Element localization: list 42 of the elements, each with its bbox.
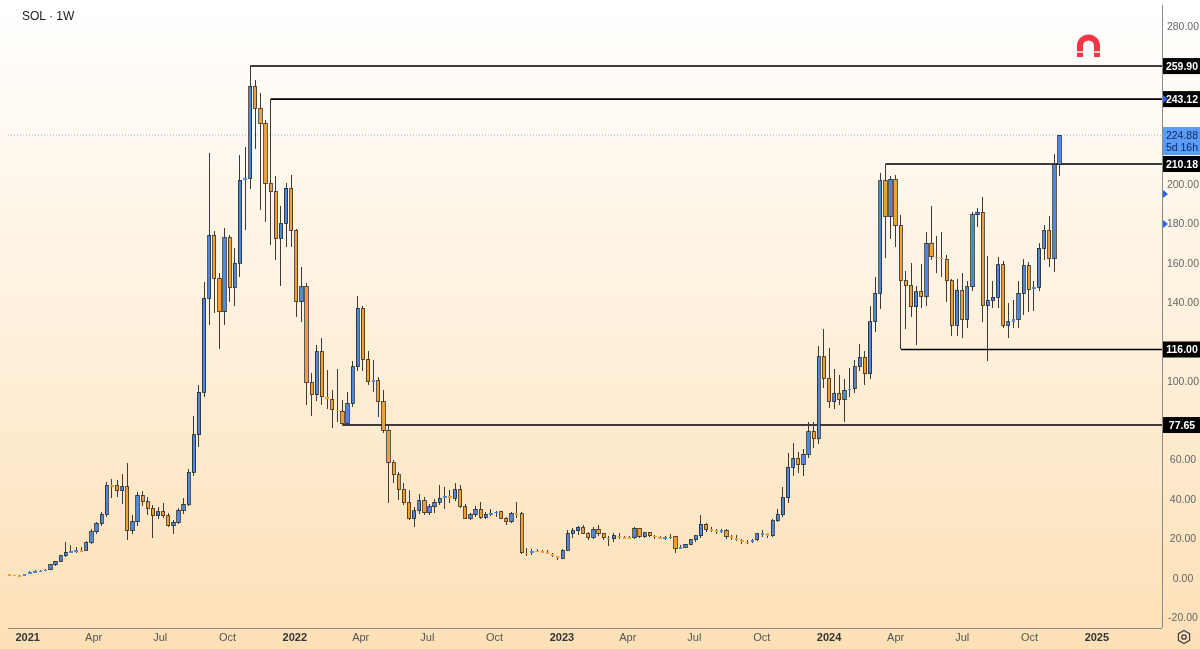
- x-tick-label: Jul: [153, 631, 168, 643]
- x-tick-label: Oct: [1020, 631, 1039, 643]
- y-tick-label: 140.00: [1166, 295, 1200, 308]
- ref-line-label: 259.90: [1165, 59, 1199, 72]
- ref-line-label: 210.18: [1165, 157, 1199, 170]
- ref-line-label: 224.88: [1165, 128, 1199, 141]
- candlestick: [663, 535, 667, 541]
- y-tick-label: 200.00: [1166, 177, 1200, 190]
- x-tick-label: 2021: [15, 631, 40, 643]
- x-tick-label: 2025: [1084, 631, 1110, 643]
- y-tick-label: 100.00: [1166, 374, 1200, 387]
- y-tick-label: 280.00: [1166, 20, 1200, 33]
- y-tick-label: 160.00: [1166, 256, 1200, 269]
- ref-line-label: 116.00: [1166, 343, 1198, 356]
- x-tick-label: Apr: [887, 631, 905, 643]
- ref-line-label: 243.12: [1165, 92, 1199, 105]
- x-tick-label: Apr: [352, 631, 370, 643]
- x-tick-label: Apr: [85, 631, 103, 643]
- candlestick: [530, 548, 534, 556]
- candlestick: [740, 538, 744, 544]
- x-tick-label: Oct: [753, 631, 771, 643]
- text: 5d 16h: [1165, 140, 1199, 153]
- x-tick-label: Oct: [218, 631, 237, 643]
- y-tick-label: 60.00: [1169, 453, 1197, 466]
- ref-line-label: 77.65: [1168, 418, 1196, 431]
- x-tick-label: Jul: [687, 631, 702, 643]
- y-tick-label: 180.00: [1166, 217, 1200, 230]
- y-tick-label: 40.00: [1169, 492, 1197, 505]
- x-tick-label: Jul: [420, 631, 435, 643]
- chart-title: SOL · 1W: [22, 9, 75, 23]
- y-tick-label: 0.00: [1172, 571, 1194, 584]
- x-tick-label: 2022: [282, 631, 308, 643]
- y-tick-label: -20.00: [1168, 611, 1199, 624]
- x-tick-label: Jul: [955, 631, 970, 643]
- x-tick-label: 2023: [549, 631, 575, 643]
- x-tick-label: Oct: [486, 631, 504, 643]
- y-tick-label: 20.00: [1169, 532, 1197, 545]
- candlestick: [443, 486, 447, 510]
- x-tick-label: 2024: [816, 631, 843, 643]
- x-tick-label: Apr: [619, 631, 637, 643]
- candlestick: [448, 489, 452, 504]
- candlestick: [371, 359, 375, 393]
